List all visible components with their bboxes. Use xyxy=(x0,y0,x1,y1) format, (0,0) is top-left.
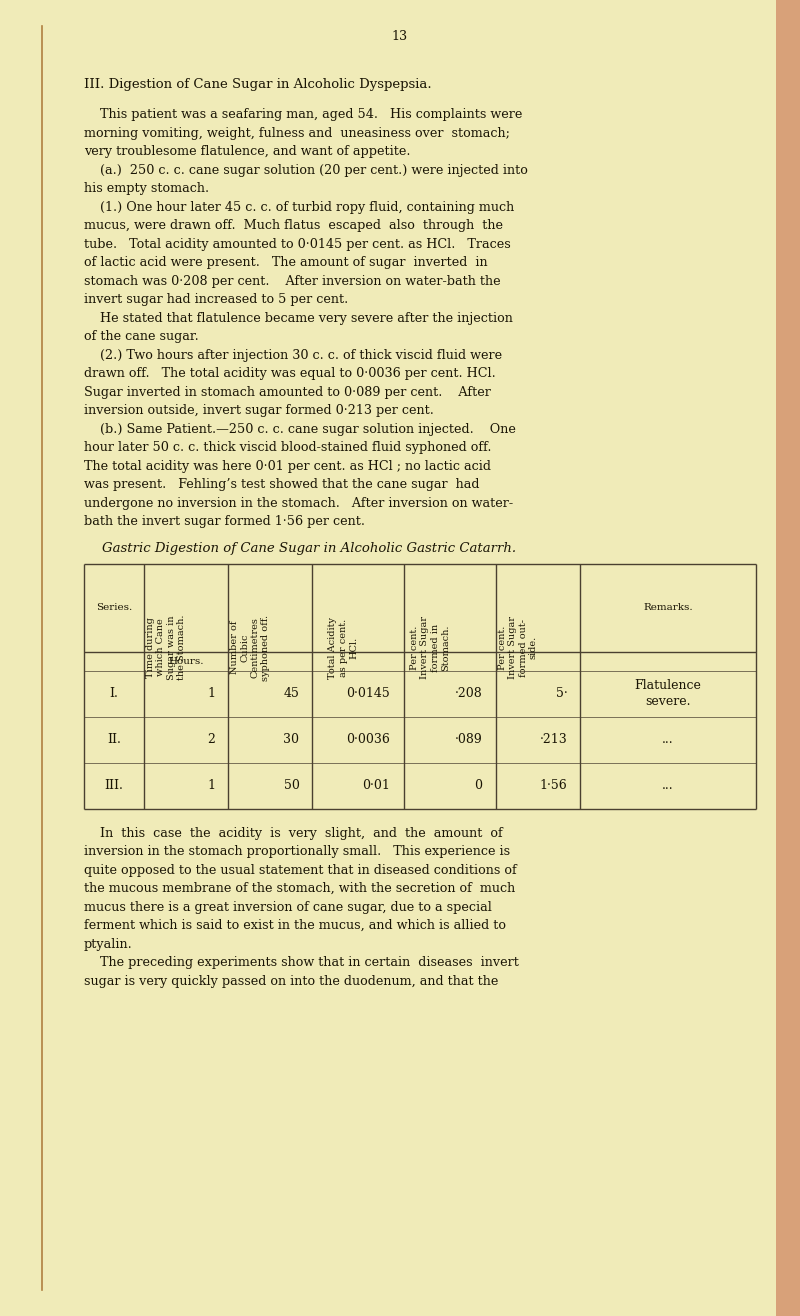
Text: Series.: Series. xyxy=(96,603,132,612)
Text: hour later 50 c. c. thick viscid blood-stained fluid syphoned off.: hour later 50 c. c. thick viscid blood-s… xyxy=(84,441,491,454)
Text: Number of
Cubic
Centimetres
syphoned off.: Number of Cubic Centimetres syphoned off… xyxy=(230,615,270,680)
Text: 0·0036: 0·0036 xyxy=(346,733,390,746)
Text: ...: ... xyxy=(662,733,674,746)
Text: inversion in the stomach proportionally small.   This experience is: inversion in the stomach proportionally … xyxy=(84,845,510,858)
Text: his empty stomach.: his empty stomach. xyxy=(84,182,209,195)
Text: (a.)  250 c. c. cane sugar solution (20 per cent.) were injected into: (a.) 250 c. c. cane sugar solution (20 p… xyxy=(84,163,528,176)
Text: mucus, were drawn off.  Much flatus  escaped  also  through  the: mucus, were drawn off. Much flatus escap… xyxy=(84,218,503,232)
Text: 0: 0 xyxy=(474,779,482,792)
Text: The total acidity was here 0·01 per cent. as HCl ; no lactic acid: The total acidity was here 0·01 per cent… xyxy=(84,459,491,472)
Text: invert sugar had increased to 5 per cent.: invert sugar had increased to 5 per cent… xyxy=(84,293,348,307)
Text: I.: I. xyxy=(110,687,118,700)
Text: Sugar inverted in stomach amounted to 0·089 per cent.    After: Sugar inverted in stomach amounted to 0·… xyxy=(84,386,491,399)
Text: 1·56: 1·56 xyxy=(540,779,567,792)
Text: This patient was a seafaring man, aged 54.   His complaints were: This patient was a seafaring man, aged 5… xyxy=(84,108,522,121)
Text: of the cane sugar.: of the cane sugar. xyxy=(84,330,198,343)
Text: 1: 1 xyxy=(207,687,215,700)
Text: He stated that flatulence became very severe after the injection: He stated that flatulence became very se… xyxy=(84,312,513,325)
Text: mucus there is a great inversion of cane sugar, due to a special: mucus there is a great inversion of cane… xyxy=(84,900,492,913)
Text: morning vomiting, weight, fulness and  uneasiness over  stomach;: morning vomiting, weight, fulness and un… xyxy=(84,126,510,139)
Text: 13: 13 xyxy=(392,30,408,43)
Text: ...: ... xyxy=(662,779,674,792)
Text: (b.) Same Patient.—250 c. c. cane sugar solution injected.    One: (b.) Same Patient.—250 c. c. cane sugar … xyxy=(84,422,516,436)
Text: bath the invert sugar formed 1·56 per cent.: bath the invert sugar formed 1·56 per ce… xyxy=(84,515,365,528)
Text: (1.) One hour later 45 c. c. of turbid ropy fluid, containing much: (1.) One hour later 45 c. c. of turbid r… xyxy=(84,200,514,213)
Text: tube.   Total acidity amounted to 0·0145 per cent. as HCl.   Traces: tube. Total acidity amounted to 0·0145 p… xyxy=(84,237,510,250)
Text: Hours.: Hours. xyxy=(168,657,204,666)
Text: Per cent.
Invert Sugar
formed out-
side.: Per cent. Invert Sugar formed out- side. xyxy=(498,616,538,679)
Text: stomach was 0·208 per cent.    After inversion on water-bath the: stomach was 0·208 per cent. After invers… xyxy=(84,275,501,287)
Text: 2: 2 xyxy=(207,733,215,746)
Text: ferment which is said to exist in the mucus, and which is allied to: ferment which is said to exist in the mu… xyxy=(84,919,506,932)
Text: Total Acidity
as per cent.
HCl.: Total Acidity as per cent. HCl. xyxy=(328,616,358,679)
Text: (2.) Two hours after injection 30 c. c. of thick viscid fluid were: (2.) Two hours after injection 30 c. c. … xyxy=(84,349,502,362)
Text: In  this  case  the  acidity  is  very  slight,  and  the  amount  of: In this case the acidity is very slight,… xyxy=(84,826,502,840)
Text: 30: 30 xyxy=(283,733,299,746)
Text: the mucous membrane of the stomach, with the secretion of  much: the mucous membrane of the stomach, with… xyxy=(84,882,515,895)
Text: ptyalin.: ptyalin. xyxy=(84,937,133,950)
Text: 5·: 5· xyxy=(556,687,567,700)
Text: Remarks.: Remarks. xyxy=(643,603,693,612)
Text: 45: 45 xyxy=(283,687,299,700)
Text: II.: II. xyxy=(107,733,121,746)
Text: inversion outside, invert sugar formed 0·213 per cent.: inversion outside, invert sugar formed 0… xyxy=(84,404,434,417)
Text: of lactic acid were present.   The amount of sugar  inverted  in: of lactic acid were present. The amount … xyxy=(84,257,488,268)
Text: 50: 50 xyxy=(283,779,299,792)
Text: ·213: ·213 xyxy=(540,733,567,746)
Text: Time during
which Cane
Sugar was in
the Stomach.: Time during which Cane Sugar was in the … xyxy=(146,615,186,680)
Text: ·089: ·089 xyxy=(454,733,482,746)
Text: Gastric Digestion of Cane Sugar in Alcoholic Gastric Catarrh.: Gastric Digestion of Cane Sugar in Alcoh… xyxy=(102,541,516,554)
Text: drawn off.   The total acidity was equal to 0·0036 per cent. HCl.: drawn off. The total acidity was equal t… xyxy=(84,367,496,380)
Text: undergone no inversion in the stomach.   After inversion on water-: undergone no inversion in the stomach. A… xyxy=(84,496,513,509)
Text: severe.: severe. xyxy=(646,695,690,708)
Text: 0·01: 0·01 xyxy=(362,779,390,792)
Text: was present.   Fehling’s test showed that the cane sugar  had: was present. Fehling’s test showed that … xyxy=(84,478,479,491)
Text: quite opposed to the usual statement that in diseased conditions of: quite opposed to the usual statement tha… xyxy=(84,863,517,876)
Text: 1: 1 xyxy=(207,779,215,792)
Bar xyxy=(776,0,800,1316)
Text: III. Digestion of Cane Sugar in Alcoholic Dyspepsia.: III. Digestion of Cane Sugar in Alcoholi… xyxy=(84,78,432,91)
Text: III.: III. xyxy=(105,779,123,792)
Text: The preceding experiments show that in certain  diseases  invert: The preceding experiments show that in c… xyxy=(84,955,519,969)
Text: sugar is very quickly passed on into the duodenum, and that the: sugar is very quickly passed on into the… xyxy=(84,975,498,987)
Text: Flatulence: Flatulence xyxy=(634,679,702,692)
Text: Per cent.
Invert Sugar
formed in
Stomach.: Per cent. Invert Sugar formed in Stomach… xyxy=(410,616,450,679)
Text: 0·0145: 0·0145 xyxy=(346,687,390,700)
Text: ·208: ·208 xyxy=(454,687,482,700)
Text: very troublesome flatulence, and want of appetite.: very troublesome flatulence, and want of… xyxy=(84,145,410,158)
